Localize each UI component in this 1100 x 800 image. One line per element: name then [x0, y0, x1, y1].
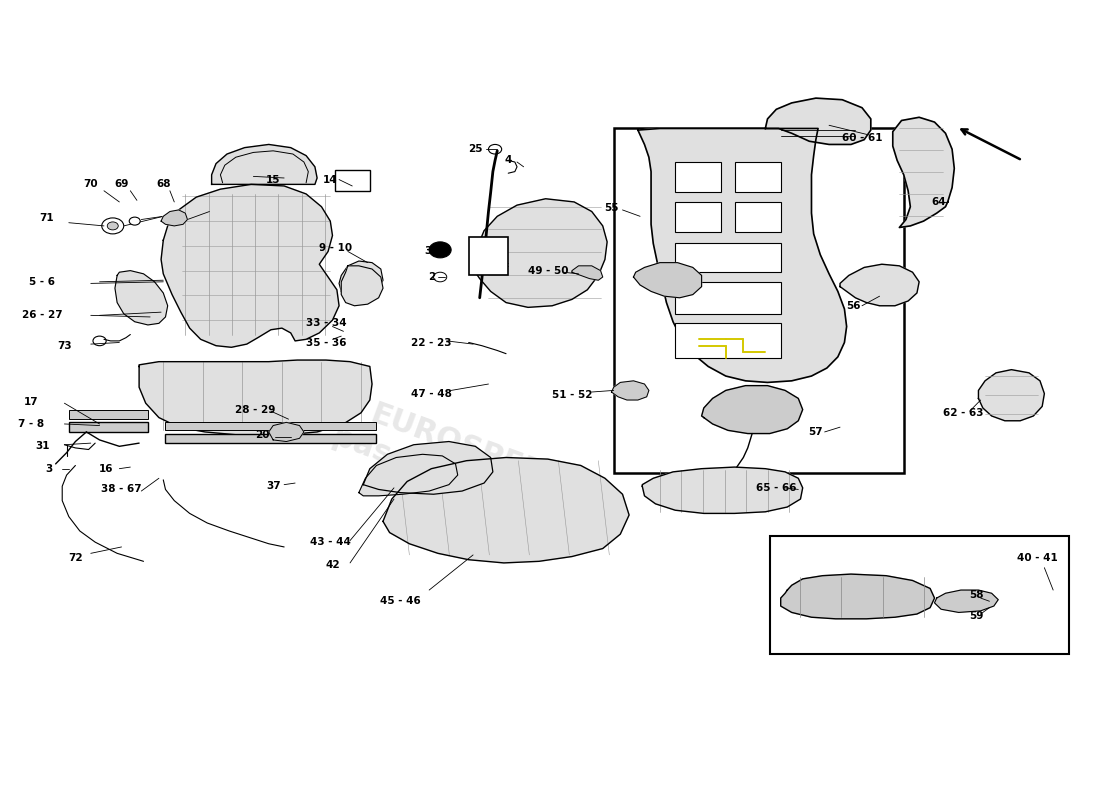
- Polygon shape: [359, 454, 458, 496]
- Text: 38 - 67: 38 - 67: [101, 485, 142, 494]
- Polygon shape: [638, 129, 847, 382]
- Bar: [614, 129, 904, 474]
- Text: 20: 20: [255, 430, 270, 440]
- Bar: [735, 162, 781, 192]
- Bar: [69, 422, 147, 432]
- Polygon shape: [642, 467, 803, 514]
- Text: 4: 4: [505, 155, 512, 166]
- Text: 69: 69: [114, 179, 129, 190]
- Text: 60 - 61: 60 - 61: [842, 133, 882, 143]
- Circle shape: [102, 218, 123, 234]
- Polygon shape: [893, 118, 955, 227]
- Bar: [165, 422, 376, 430]
- Text: 58: 58: [969, 590, 983, 600]
- Text: 70: 70: [84, 179, 98, 190]
- Text: 15: 15: [266, 174, 280, 185]
- Text: 30: 30: [425, 246, 439, 257]
- Polygon shape: [114, 270, 167, 325]
- Text: 43 - 44: 43 - 44: [310, 537, 351, 547]
- Bar: [770, 536, 1068, 654]
- Text: 59: 59: [969, 610, 983, 621]
- Text: 16: 16: [99, 464, 113, 474]
- Bar: [469, 237, 508, 275]
- Polygon shape: [840, 264, 920, 306]
- Text: 72: 72: [68, 553, 82, 563]
- Text: 65 - 66: 65 - 66: [756, 483, 796, 493]
- Text: 55: 55: [604, 203, 619, 214]
- Circle shape: [108, 222, 118, 230]
- Text: 62 - 63: 62 - 63: [943, 408, 983, 418]
- Polygon shape: [979, 370, 1044, 421]
- Polygon shape: [781, 574, 935, 619]
- Text: 64: 64: [932, 197, 946, 207]
- Text: 9 - 10: 9 - 10: [319, 243, 352, 254]
- Text: 7 - 8: 7 - 8: [19, 419, 44, 429]
- Bar: [675, 282, 781, 314]
- Text: 31: 31: [35, 442, 50, 451]
- Polygon shape: [363, 442, 493, 494]
- Text: 51 - 52: 51 - 52: [552, 390, 592, 400]
- Text: 68: 68: [156, 179, 170, 190]
- Text: 45 - 46: 45 - 46: [381, 596, 421, 606]
- Polygon shape: [339, 261, 383, 298]
- Text: 35 - 36: 35 - 36: [306, 338, 346, 347]
- Bar: [675, 162, 722, 192]
- Polygon shape: [766, 98, 871, 145]
- Text: 3: 3: [45, 464, 53, 474]
- Polygon shape: [473, 198, 607, 307]
- Text: 26 - 27: 26 - 27: [22, 310, 63, 320]
- Polygon shape: [702, 386, 803, 434]
- Polygon shape: [139, 360, 372, 435]
- Text: 47 - 48: 47 - 48: [411, 389, 452, 398]
- Text: 22 - 23: 22 - 23: [411, 338, 452, 347]
- Text: 25: 25: [468, 144, 483, 154]
- Circle shape: [429, 242, 451, 258]
- Text: 71: 71: [40, 213, 54, 223]
- Polygon shape: [161, 184, 339, 347]
- Text: 73: 73: [57, 341, 72, 350]
- Polygon shape: [383, 458, 629, 563]
- Bar: [675, 243, 781, 272]
- Polygon shape: [612, 381, 649, 400]
- Bar: [69, 410, 147, 419]
- Text: 33 - 34: 33 - 34: [306, 318, 346, 328]
- Text: 49 - 50: 49 - 50: [528, 266, 568, 276]
- Text: 28 - 29: 28 - 29: [235, 405, 276, 414]
- Text: 2: 2: [428, 272, 435, 282]
- Polygon shape: [268, 422, 304, 442]
- Text: 5 - 6: 5 - 6: [30, 277, 55, 287]
- Polygon shape: [572, 266, 603, 280]
- Polygon shape: [634, 262, 702, 298]
- Bar: [334, 170, 370, 190]
- Polygon shape: [341, 266, 383, 306]
- Bar: [675, 323, 781, 358]
- Text: 40 - 41: 40 - 41: [1018, 553, 1058, 563]
- Text: 57: 57: [808, 427, 823, 437]
- Text: 42: 42: [326, 559, 340, 570]
- Bar: [675, 202, 722, 232]
- Circle shape: [129, 217, 140, 225]
- Bar: [165, 434, 376, 443]
- Polygon shape: [211, 145, 317, 184]
- Text: EUROSPEED
a passion for parts: EUROSPEED a passion for parts: [299, 379, 625, 549]
- Polygon shape: [935, 590, 998, 613]
- Text: 56: 56: [846, 301, 860, 310]
- Bar: [735, 202, 781, 232]
- Text: 14: 14: [323, 174, 338, 185]
- Text: 17: 17: [24, 397, 38, 406]
- Polygon shape: [161, 210, 187, 226]
- Text: 37: 37: [266, 482, 280, 491]
